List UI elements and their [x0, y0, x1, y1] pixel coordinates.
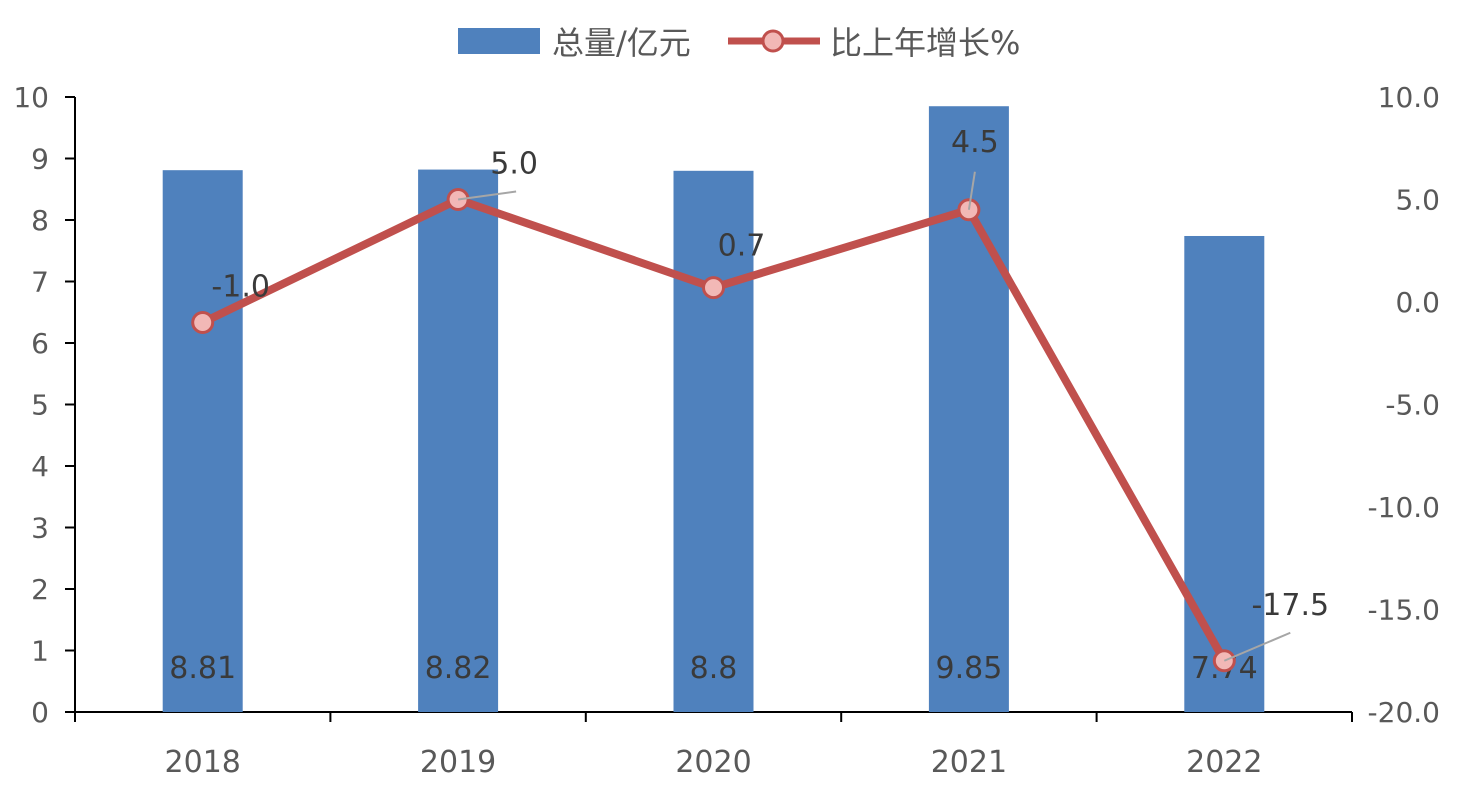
left-tick-label: 8 — [31, 204, 49, 237]
bar — [418, 169, 499, 712]
right-tick-label: 10.0 — [1378, 81, 1440, 114]
bar — [1184, 235, 1265, 713]
bar-value-label: 8.82 — [425, 651, 492, 686]
bar-labels: 8.818.828.89.857.74 — [169, 651, 1257, 686]
leader-line — [967, 171, 976, 210]
left-tick-label: 9 — [31, 143, 49, 176]
x-tick-label: 2020 — [675, 745, 751, 780]
x-tick-label: 2022 — [1186, 745, 1262, 780]
left-tick-label: 7 — [31, 266, 49, 299]
bar — [673, 170, 754, 713]
legend: 总量/亿元 比上年增长% — [458, 24, 1020, 62]
legend-label-bar: 总量/亿元 — [552, 24, 691, 62]
legend-swatch-marker — [761, 29, 785, 53]
x-axis: 2018 2019 2020 2021 2022 — [74, 711, 1353, 780]
line-point — [191, 311, 215, 334]
left-axis: 0 1 2 3 4 5 6 7 8 9 10 — [13, 81, 76, 729]
leader-line — [457, 190, 517, 201]
right-tick-label: -15.0 — [1368, 594, 1440, 627]
left-tick-label: 3 — [31, 512, 49, 545]
right-tick-label: -5.0 — [1385, 389, 1440, 422]
left-tick-label: 1 — [31, 635, 49, 668]
line-labels: -1.0 5.0 0.7 4.5 -17.5 — [211, 125, 1329, 662]
legend-label-line: 比上年增长% — [830, 24, 1020, 62]
x-tick-label: 2019 — [420, 745, 496, 780]
left-tick-label: 0 — [31, 696, 49, 729]
left-tick-label: 6 — [31, 327, 49, 360]
bar — [162, 170, 243, 712]
line-value-label: 0.7 — [718, 229, 766, 264]
right-tick-label: -20.0 — [1368, 696, 1440, 729]
right-tick-label: -10.0 — [1368, 491, 1440, 524]
x-tick-label: 2021 — [931, 745, 1007, 780]
left-tick-label: 4 — [31, 450, 49, 483]
bar — [928, 106, 1009, 713]
right-tick-label: 0.0 — [1395, 286, 1440, 319]
x-tick-label: 2018 — [165, 745, 241, 780]
line-point — [702, 276, 725, 300]
bar-value-label: 9.85 — [936, 651, 1003, 686]
left-tick-label: 10 — [13, 81, 49, 114]
bar-value-label: 8.81 — [169, 651, 236, 686]
bar-series — [162, 106, 1265, 713]
right-tick-label: 5.0 — [1395, 184, 1440, 217]
line-value-label: 5.0 — [490, 147, 538, 182]
right-axis: -20.0 -15.0 -10.0 -5.0 0.0 5.0 10.0 — [1368, 81, 1440, 729]
line-value-label: -17.5 — [1251, 588, 1329, 623]
leader-line — [1223, 631, 1291, 662]
bar-value-label: 8.8 — [690, 651, 738, 686]
line-value-label: -1.0 — [211, 270, 270, 305]
left-tick-label: 5 — [31, 389, 49, 422]
line-value-label: 4.5 — [951, 125, 999, 160]
left-tick-label: 2 — [31, 573, 49, 606]
legend-swatch-bar — [458, 28, 540, 54]
